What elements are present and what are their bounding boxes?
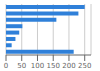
svg-text:100: 100 (31, 62, 44, 70)
svg-text:250: 250 (78, 62, 91, 70)
svg-text:0: 0 (8, 62, 9, 70)
svg-text:50: 50 (17, 62, 26, 70)
svg-text:150: 150 (47, 62, 60, 70)
svg-text:200: 200 (62, 62, 75, 70)
